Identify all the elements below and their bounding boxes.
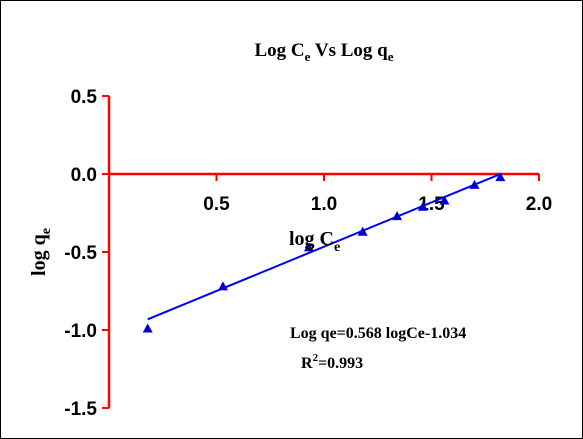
y-tick-label: -0.5: [64, 243, 97, 264]
data-point: [217, 281, 228, 291]
x-tick-label: 1.0: [311, 194, 337, 215]
fit-line-group: [147, 173, 501, 321]
y-ticks: 0.5 0.0 -0.5 -1.0 -1.5: [64, 87, 109, 420]
data-point: [417, 201, 428, 211]
data-points: [142, 172, 506, 333]
data-point: [469, 179, 480, 189]
data-point: [142, 323, 153, 333]
fit-equation: Log qe=0.568 logCe-1.034: [290, 325, 466, 342]
data-point: [495, 172, 506, 182]
x-tick-label: 0.5: [203, 194, 230, 215]
data-point: [439, 195, 450, 205]
y-tick-label: -1.5: [64, 399, 97, 420]
y-tick-label: 0.5: [71, 87, 98, 108]
x-tick-label: 2.0: [526, 194, 552, 215]
x-axis-label: log Ce: [289, 228, 340, 255]
data-point: [303, 242, 314, 252]
fit-line: [147, 173, 501, 321]
x-ticks: 0.5 1.0 1.5 2.0: [203, 174, 552, 215]
y-axis-label: log qe: [28, 228, 54, 276]
r-squared: R2=0.993: [301, 352, 363, 372]
data-point: [392, 211, 403, 221]
data-point: [357, 226, 368, 236]
chart-title: Log Ce Vs Log qe: [255, 40, 394, 64]
y-tick-label: -1.0: [64, 321, 97, 342]
y-tick-label: 0.0: [71, 165, 97, 186]
